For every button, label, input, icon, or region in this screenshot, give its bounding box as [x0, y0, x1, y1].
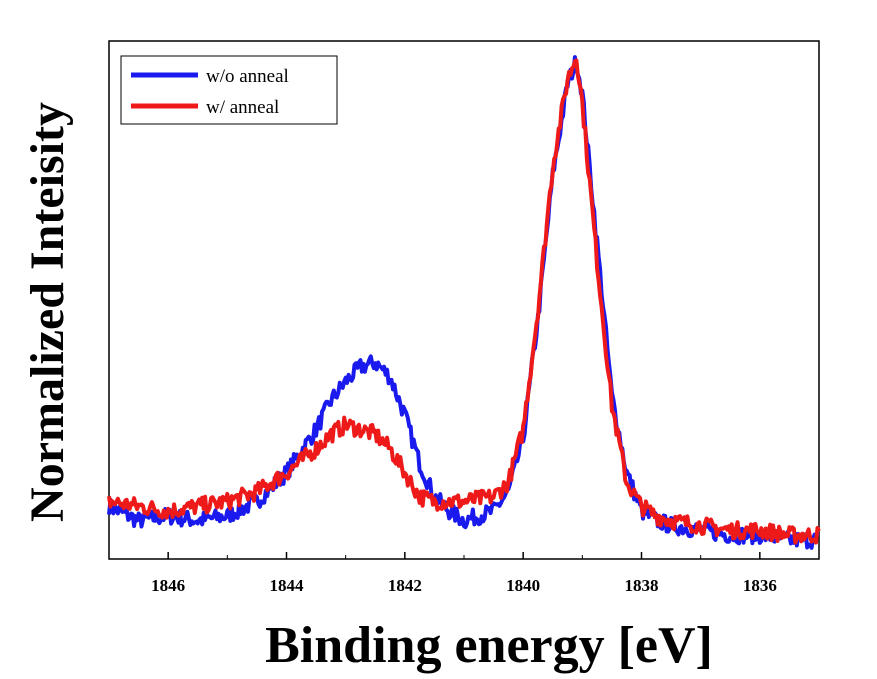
- series-layer: [107, 55, 821, 550]
- x-axis-ticks: 1846 1844 1842 1840 1838 1836: [108, 552, 820, 595]
- x-tick-label: 1840: [506, 576, 540, 595]
- x-tick-label: 1836: [743, 576, 777, 595]
- legend-label-w-anneal: w/ anneal: [206, 97, 279, 118]
- legend-box: [120, 55, 338, 125]
- series-line-w-anneal: [107, 58, 821, 545]
- x-tick-label: 1842: [388, 576, 422, 595]
- x-axis-title: Binding energy [eV]: [265, 617, 713, 674]
- x-tick-label: 1844: [270, 576, 305, 595]
- legend: w/o anneal w/ anneal: [120, 55, 338, 125]
- x-tick-label: 1838: [625, 576, 659, 595]
- x-tick-label: 1846: [151, 576, 185, 595]
- y-axis-title: Normalized Inteisity: [21, 102, 74, 522]
- legend-label-wo-anneal: w/o anneal: [206, 66, 289, 87]
